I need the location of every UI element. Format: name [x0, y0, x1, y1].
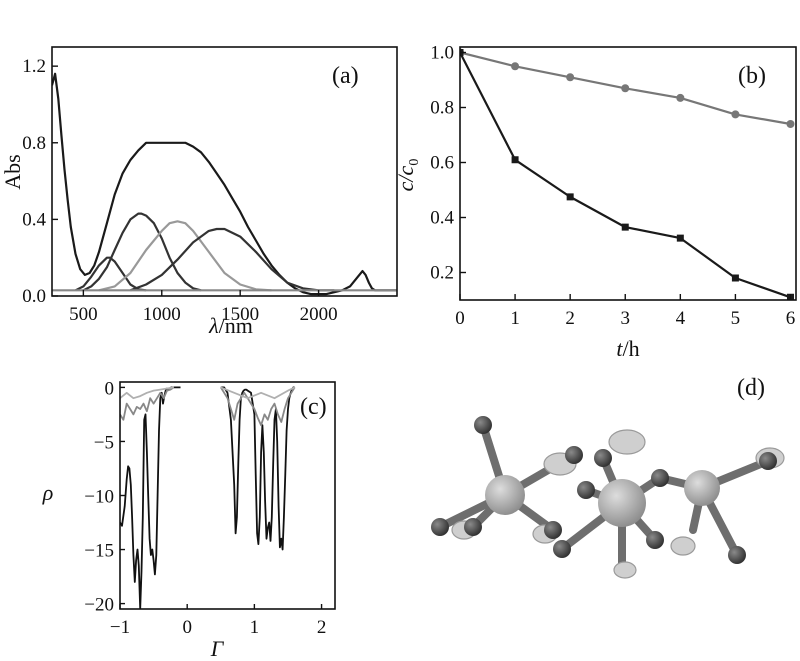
panel-b-y-axis-subscript: 0 [407, 159, 422, 166]
anion-atom [646, 531, 664, 549]
panel-c-label: (c) [300, 394, 327, 420]
panel-c-y-tick-label: −20 [84, 595, 114, 616]
panel-c-series-5-line [220, 386, 296, 400]
panel-a-x-axis-label: λ/nm [208, 313, 253, 338]
panel-b-frame [459, 46, 797, 301]
anion-atom [728, 546, 746, 564]
panel-a-series-2-line [82, 212, 202, 292]
panel-b-x-axis-symbol: t [616, 336, 623, 361]
panel-b-series-1-point [731, 274, 739, 282]
anion-atom [759, 452, 777, 470]
panel-a-x-tick-label: 500 [69, 304, 98, 325]
panel-b-ticks: 0 1 2 3 4 5 6 0.2 0.4 0.6 0.8 1.0 [430, 43, 795, 330]
panel-a-series-1-line [75, 256, 147, 292]
anion-atom [464, 518, 482, 536]
anion-atom [544, 521, 562, 539]
panel-b-series-1-point [511, 156, 519, 164]
panel-b-series-1-point [676, 234, 684, 242]
panel-a-ticks: 500 1000 1500 2000 0.0 0.4 0.8 1.2 [22, 56, 337, 325]
panel-b-series-0-point [676, 93, 685, 102]
panel-a-plot-area [52, 72, 397, 296]
anion-atom [594, 449, 612, 467]
panel-b-x-axis-unit: /h [623, 336, 640, 361]
anion-atom [651, 469, 669, 487]
panel-b-series-1-point [621, 223, 629, 231]
anion-atom [565, 446, 583, 464]
panel-c-y-tick-label: 0 [105, 378, 115, 399]
panel-c-density-chart: −1 0 1 20−5−10−15−20 (c) ρ Γ [42, 378, 336, 661]
panel-b-series-1-point [566, 193, 574, 201]
panel-b-series-0-point [731, 110, 740, 119]
panel-a-x-axis-unit: /nm [219, 313, 253, 338]
panel-a-series-3-line [98, 220, 272, 292]
panel-b-y-tick-label: 0.4 [430, 208, 454, 229]
panel-a-label: (a) [332, 63, 359, 89]
panel-c-series-3-line [220, 386, 296, 427]
panel-c-plot-area [120, 386, 296, 609]
panel-c-y-axis-label: ρ [42, 480, 54, 505]
panel-c-x-tick-label: −1 [110, 617, 130, 638]
panel-c-x-axis-label: Γ [210, 636, 225, 661]
metal-atom [485, 475, 525, 515]
panel-c-series-2-line [120, 386, 175, 421]
panel-c-series-1-line [220, 386, 295, 551]
panel-c-x-tick-label: 2 [317, 617, 327, 638]
panel-a-y-axis-label: Abs [0, 154, 25, 189]
panel-a-x-tick-label: 1000 [143, 304, 181, 325]
panel-a-y-tick-label: 1.2 [22, 56, 46, 77]
density-lobe [613, 561, 637, 579]
panel-b-x-tick-label: 0 [455, 308, 465, 329]
panel-b-y-tick-label: 0.6 [430, 153, 454, 174]
density-lobe [670, 536, 696, 556]
panel-a-series-0-line [52, 72, 397, 296]
panel-b-y-axis-label: c/c0 [393, 159, 422, 192]
panel-b-series-0-point [566, 73, 575, 82]
panel-d-atoms [431, 416, 777, 564]
panel-c-y-tick-label: −5 [94, 432, 114, 453]
panel-b-series-0-point [786, 120, 795, 128]
panel-c-y-tick-label: −15 [84, 541, 114, 562]
panel-b-y-axis-symbol: c/c [393, 165, 418, 191]
panel-a-y-tick-label: 0.8 [22, 133, 46, 154]
panel-b-series-0-point [511, 62, 520, 71]
anion-atom [553, 540, 571, 558]
metal-atom [684, 470, 720, 506]
panel-b-y-tick-label: 1.0 [430, 43, 454, 64]
panel-b-kinetics-chart: 0 1 2 3 4 5 60.20.40.60.81.0 (b) c/c0 t/h [393, 43, 797, 361]
panel-c-y-tick-label: −10 [84, 487, 114, 508]
panel-c-series-4-line [120, 386, 174, 400]
panel-d-structure: (d) [431, 375, 785, 579]
panel-a-x-tick-label: 2000 [300, 304, 338, 325]
density-lobe [608, 429, 646, 455]
panel-d-label: (d) [737, 375, 765, 401]
panel-b-x-tick-label: 1 [510, 308, 520, 329]
anion-atom [474, 416, 492, 434]
panel-a-series-4-line [130, 227, 335, 292]
panel-a-y-tick-label: 0.0 [22, 286, 46, 307]
anion-atom [577, 481, 595, 499]
panel-c-x-tick-label: 1 [250, 617, 260, 638]
panel-b-x-tick-label: 2 [565, 308, 575, 329]
panel-b-y-tick-label: 0.8 [430, 98, 454, 119]
anion-atom [431, 518, 449, 536]
metal-atom [598, 479, 646, 527]
panel-a-absorption-chart: 500 1000 1500 2000 0.0 0.4 0.8 1.2 (a) Abs λ/nm [0, 46, 398, 338]
panel-c-x-tick-label: 0 [182, 617, 192, 638]
panel-a-frame [51, 46, 398, 297]
panel-b-x-tick-label: 4 [676, 308, 686, 329]
panel-b-x-tick-label: 3 [620, 308, 630, 329]
panel-c-ticks: −1 0 1 20−5−10−15−20 [84, 378, 326, 638]
panel-b-x-axis-label: t/h [616, 336, 639, 361]
panel-a-y-tick-label: 0.4 [22, 209, 46, 230]
panel-a-x-axis-symbol: λ [208, 313, 219, 338]
panel-b-x-tick-label: 5 [731, 308, 741, 329]
panel-b-x-tick-label: 6 [786, 308, 796, 329]
panel-a-x-tick-label: 1500 [221, 304, 259, 325]
panel-b-y-tick-label: 0.2 [430, 263, 454, 284]
panel-b-series-0-point [621, 84, 630, 93]
panel-b-label: (b) [738, 63, 766, 89]
panel-c-series-0-line [120, 386, 181, 609]
